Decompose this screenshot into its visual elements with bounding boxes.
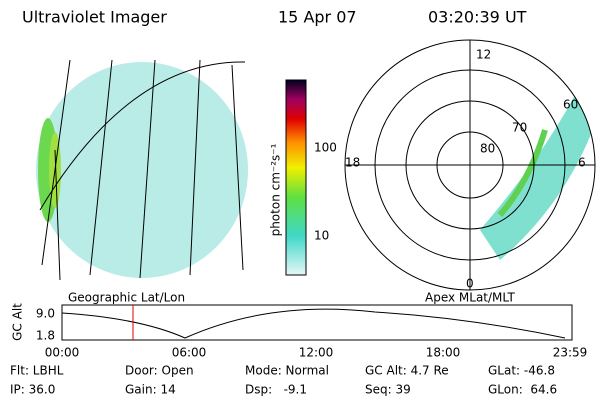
- timeline-ylabel: GC Alt: [11, 303, 25, 341]
- timeline-ytick: 9.0: [36, 307, 55, 321]
- right-caption: Apex MLat/MLT: [425, 291, 515, 305]
- timeline-xtick: 23:59: [553, 346, 588, 360]
- mlt-label: 12: [476, 48, 491, 62]
- colorbar-label: photon cm⁻²s⁻¹: [269, 143, 283, 236]
- timeline-ytick: 1.8: [36, 329, 55, 343]
- timeline-xtick: 12:00: [299, 346, 334, 360]
- timeline-xtick: 06:00: [172, 346, 207, 360]
- time: 03:20:39 UT: [428, 8, 527, 27]
- mlt-label: 0: [466, 277, 474, 291]
- footer-field: Flt: LBHL: [10, 364, 64, 378]
- lat-label: 80: [480, 142, 495, 156]
- timeline-xtick: 18:00: [426, 346, 461, 360]
- footer-field: IP: 36.0: [10, 383, 55, 397]
- footer-field: GC Alt: 4.7 Re: [365, 364, 449, 378]
- timeline-frame: [61, 304, 573, 341]
- lat-label: 60: [563, 98, 578, 112]
- colorbar-tick: 10: [314, 229, 329, 243]
- colorbar: [285, 79, 307, 276]
- colorbar-tick: 100: [314, 141, 337, 155]
- footer-field: Dsp: -9.1: [245, 383, 307, 397]
- title: Ultraviolet Imager: [22, 8, 167, 27]
- footer-field: GLon: 64.6: [488, 383, 557, 397]
- footer-field: Gain: 14: [125, 383, 176, 397]
- altitude-curve: [61, 308, 566, 339]
- footer-field: GLat: -46.8: [488, 364, 555, 378]
- timeline-xtick: 00:00: [45, 346, 80, 360]
- lat-label: 70: [512, 121, 527, 135]
- mlt-label: 6: [578, 156, 586, 170]
- footer: Flt: LBHL Door: Open Mode: Normal GC Alt: 4…: [10, 364, 557, 397]
- mlt-label: 18: [345, 156, 360, 170]
- earth-image: [36, 59, 248, 281]
- footer-field: Seq: 39: [365, 383, 411, 397]
- footer-field: Mode: Normal: [245, 364, 329, 378]
- date: 15 Apr 07: [278, 8, 357, 27]
- left-caption: Geographic Lat/Lon: [68, 291, 185, 305]
- footer-field: Door: Open: [125, 364, 194, 378]
- polar-plot: [344, 39, 596, 291]
